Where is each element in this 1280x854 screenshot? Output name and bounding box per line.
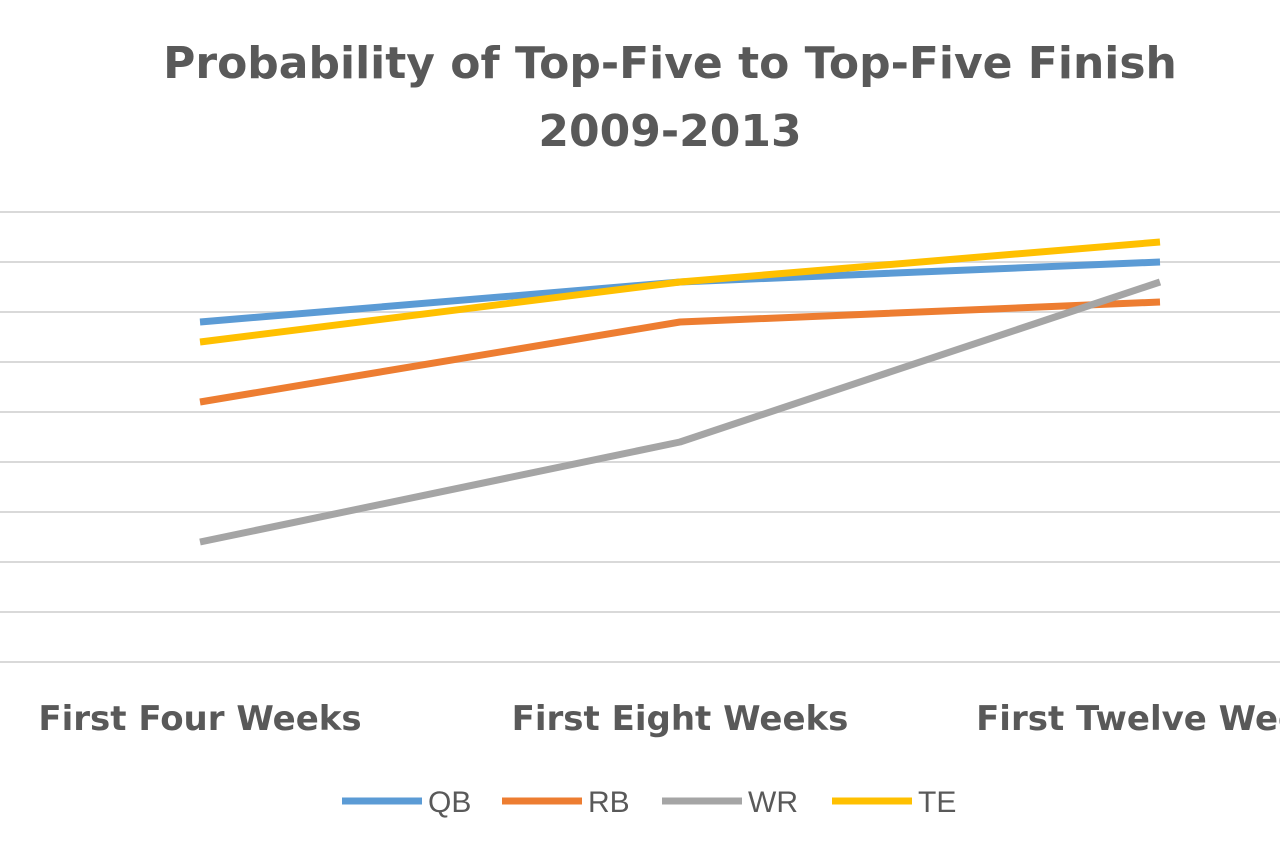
series-line-te <box>199 238 1161 346</box>
x-axis-labels: First Four Weeks First Eight Weeks First T… <box>38 699 1280 739</box>
legend-label-wr: WR <box>748 786 798 819</box>
chart-subtitle: 2009-2013 <box>538 106 801 157</box>
legend: QB RB WR TE <box>342 786 956 819</box>
legend-label-rb: RB <box>588 786 630 819</box>
plot-area <box>199 238 1162 546</box>
series-line-rb <box>199 298 1161 406</box>
x-tick-label: First Twelve Weeks <box>976 699 1280 739</box>
chart-title: Probability of Top-Five to Top-Five Fini… <box>163 38 1177 89</box>
x-tick-label: First Four Weeks <box>38 699 361 739</box>
x-tick-label: First Eight Weeks <box>512 699 849 739</box>
gridlines <box>0 211 1280 663</box>
series-line-wr <box>199 278 1162 546</box>
legend-label-te: TE <box>918 786 956 819</box>
legend-label-qb: QB <box>428 786 471 819</box>
